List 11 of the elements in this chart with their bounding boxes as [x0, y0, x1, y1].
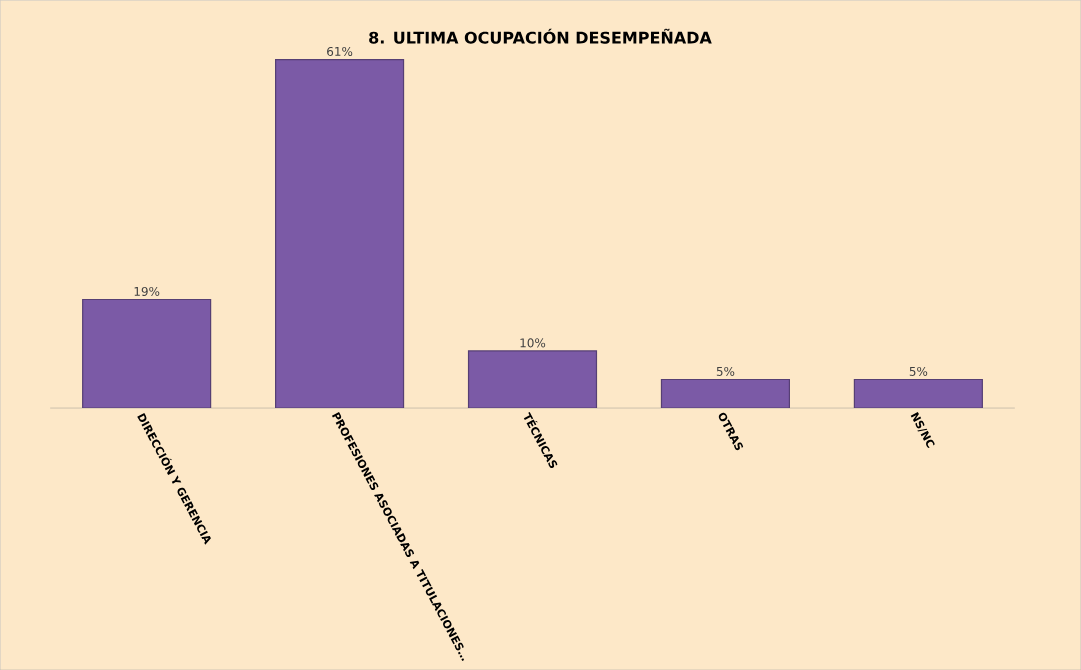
- bar: [853, 378, 983, 408]
- data-label: 61%: [327, 46, 353, 56]
- data-label: 10%: [520, 338, 546, 348]
- chart-title: 8. ULTIMA OCUPACIÓN DESEMPEÑADA: [369, 28, 712, 44]
- data-label: 19%: [134, 286, 160, 296]
- bar: [275, 58, 405, 408]
- data-label: 5%: [909, 366, 928, 376]
- bar: [467, 350, 598, 408]
- bar: [660, 378, 791, 408]
- bar: [82, 298, 212, 408]
- data-label: 5%: [716, 366, 735, 376]
